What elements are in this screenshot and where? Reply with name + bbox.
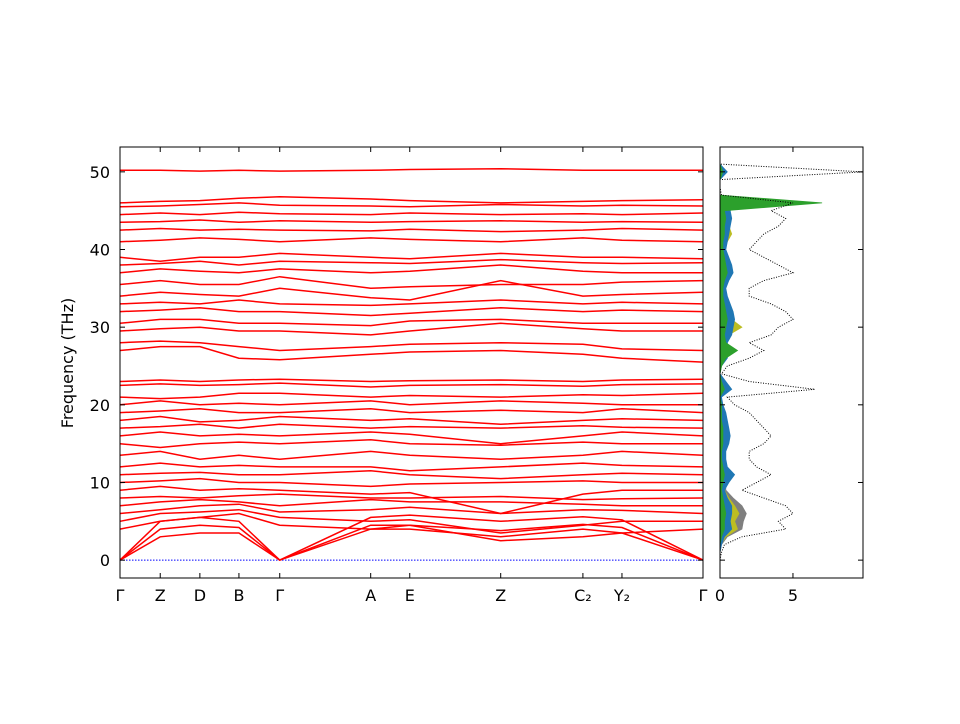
band-line bbox=[119, 211, 704, 216]
band-line bbox=[119, 400, 703, 406]
band-line bbox=[119, 523, 704, 561]
x-tick-label: Z bbox=[155, 586, 166, 605]
band-line bbox=[119, 195, 704, 204]
x-tick-label: B bbox=[233, 586, 244, 605]
x-tick-label: D bbox=[194, 586, 206, 605]
band-line bbox=[119, 299, 704, 307]
x-tick-label: 0 bbox=[715, 586, 725, 605]
band-line bbox=[119, 498, 703, 507]
x-tick-label: Γ bbox=[116, 586, 125, 605]
band-line bbox=[119, 237, 704, 243]
band-line bbox=[119, 382, 704, 388]
band-line bbox=[119, 252, 704, 262]
band-line bbox=[119, 415, 704, 425]
band-line bbox=[119, 279, 704, 301]
band-line bbox=[119, 307, 704, 317]
x-tick-label: E bbox=[405, 586, 415, 605]
y-tick-label: 0 bbox=[100, 551, 110, 570]
x-tick-label: Γ bbox=[699, 586, 708, 605]
band-line bbox=[119, 431, 704, 445]
y-tick-label: 30 bbox=[90, 318, 110, 337]
band-line bbox=[119, 340, 704, 352]
band-line bbox=[119, 202, 704, 208]
x-tick-label: 5 bbox=[788, 586, 798, 605]
x-tick-label: Z bbox=[495, 586, 506, 605]
pdos-area bbox=[719, 163, 823, 561]
plot-frame bbox=[719, 146, 864, 579]
y-tick-label: 10 bbox=[90, 473, 110, 492]
band-line bbox=[119, 508, 703, 534]
band-line bbox=[119, 485, 703, 515]
y-tick-label: 40 bbox=[90, 241, 110, 260]
band-line bbox=[119, 503, 704, 515]
band-line bbox=[119, 345, 704, 363]
band-line bbox=[119, 219, 704, 224]
band-line bbox=[119, 493, 704, 501]
y-axis-label: Frequency (THz) bbox=[58, 298, 77, 428]
band-line bbox=[119, 470, 704, 480]
band-line bbox=[119, 227, 704, 233]
band-line bbox=[119, 378, 704, 383]
band-line bbox=[119, 407, 704, 414]
band-line bbox=[119, 423, 704, 429]
band-line bbox=[119, 477, 703, 488]
band-line bbox=[119, 462, 704, 472]
dos-line bbox=[719, 163, 864, 561]
band-line bbox=[119, 392, 704, 400]
band-line bbox=[120, 167, 703, 172]
x-tick-label: C₂ bbox=[574, 586, 592, 605]
band-line bbox=[119, 512, 704, 542]
band-line bbox=[119, 322, 703, 336]
band-line bbox=[119, 318, 703, 327]
band-line bbox=[119, 275, 704, 290]
band-line bbox=[119, 450, 704, 460]
band-line bbox=[119, 264, 703, 274]
x-tick-label: Γ bbox=[275, 586, 284, 605]
x-tick-label: A bbox=[365, 586, 376, 605]
y-tick-label: 50 bbox=[90, 163, 110, 182]
band-line bbox=[119, 258, 704, 266]
band-line bbox=[119, 439, 703, 449]
plot-frame bbox=[119, 146, 704, 579]
x-tick-label: Y₂ bbox=[613, 586, 630, 605]
y-tick-label: 20 bbox=[90, 396, 110, 415]
